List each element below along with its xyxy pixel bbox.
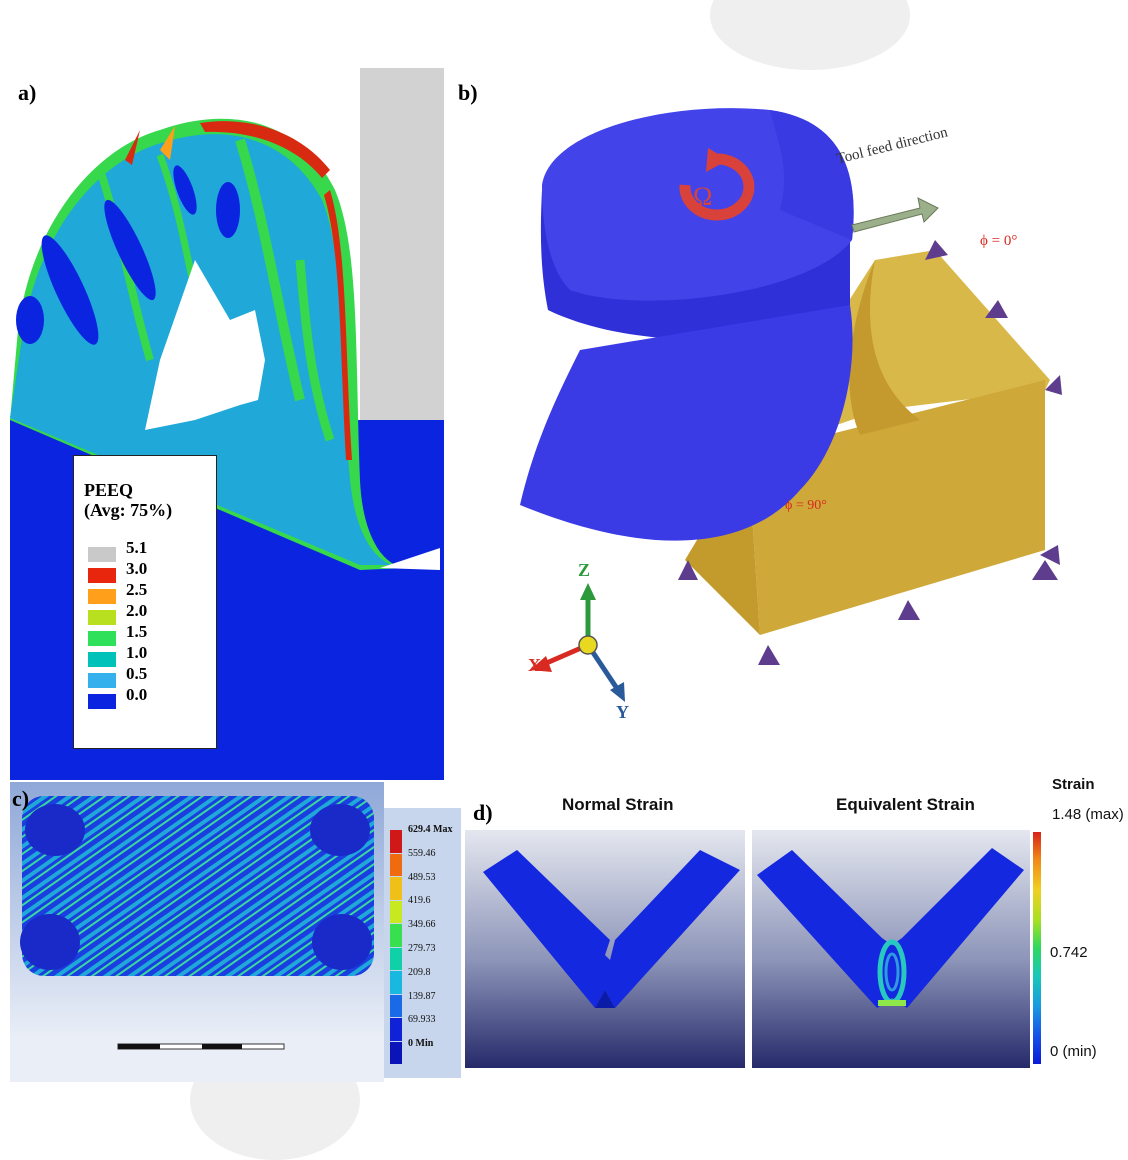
phi-zero-label: ϕ = 0°	[980, 233, 1018, 249]
stress-legend-value: 139.87	[408, 990, 436, 1002]
stress-legend-swatch	[390, 971, 402, 994]
peeq-legend-swatch	[88, 694, 116, 709]
stress-contour-plot	[20, 796, 374, 1050]
stress-legend-swatch	[390, 853, 402, 876]
stress-legend: 629.4 Max 559.46 489.53 419.6 349.66 279.73 20…	[384, 808, 461, 1078]
phi-ninety-label: ϕ = 90°	[785, 498, 827, 513]
stress-legend-value: 489.53	[408, 871, 436, 883]
peeq-legend-level: 5.1	[126, 538, 148, 557]
peeq-legend-level: 0.0	[126, 685, 148, 704]
axis-y-label: Y	[616, 702, 629, 722]
axis-x-label: X	[528, 655, 541, 675]
stress-legend-swatch	[390, 830, 402, 853]
panel-b: Tool feed direction Ω ϕ = 0° ϕ = 90° Z X…	[480, 90, 1120, 730]
stress-legend-swatch	[390, 1041, 402, 1064]
normal-strain-title: Normal Strain	[562, 795, 674, 814]
peeq-legend-title-line2: (Avg: 75%)	[84, 500, 173, 520]
peeq-legend-level: 2.0	[126, 601, 148, 620]
stress-legend-value: 559.46	[408, 847, 436, 859]
panel-a	[0, 60, 445, 780]
fsw-model-diagram	[520, 108, 1062, 702]
peeq-legend-swatch	[88, 673, 116, 688]
panel-b-label: b)	[458, 80, 478, 105]
strain-colorbar	[1033, 832, 1041, 1064]
peeq-legend: PEEQ (Avg: 75%) 5.1 3.0 2.5 2.0 1.5 1.0 0.5 0.0	[73, 455, 217, 749]
equivalent-strain-view	[752, 830, 1030, 1068]
normal-strain-bend-plot	[483, 850, 740, 1008]
panel-d-label: d)	[473, 800, 493, 825]
equivalent-strain-title: Equivalent Strain	[836, 795, 975, 814]
stress-legend-value: 279.73	[408, 943, 436, 954]
strain-legend-title: Strain	[1052, 776, 1095, 793]
panel-a-label: a)	[18, 80, 37, 105]
peeq-legend-level: 3.0	[126, 559, 148, 578]
peeq-legend-swatch	[88, 547, 116, 562]
equivalent-strain-bend-plot	[757, 848, 1024, 1008]
peeq-legend-level: 2.5	[126, 580, 148, 599]
stress-legend-swatch	[390, 877, 402, 900]
stress-legend-swatch	[390, 900, 402, 923]
strain-legend-max: 1.48 (max)	[1052, 806, 1124, 823]
workpiece-inner	[849, 260, 920, 435]
peeq-legend-title: PEEQ (Avg: 75%)	[84, 480, 172, 520]
omega-symbol: Ω	[693, 182, 713, 211]
normal-strain-view	[465, 830, 745, 1068]
stress-legend-value: 209.8	[408, 966, 431, 978]
peeq-legend-swatch	[88, 568, 116, 583]
axis-z-label: Z	[578, 560, 591, 580]
peeq-legend-swatch	[88, 652, 116, 667]
stress-legend-max: 629.4 Max	[408, 824, 453, 835]
tool-shoulder	[520, 305, 853, 541]
stress-legend-swatch	[390, 924, 402, 947]
panel-c	[10, 782, 384, 1082]
background-circle-top	[710, 0, 910, 70]
panel-c-label: c)	[12, 786, 30, 811]
peeq-legend-swatch	[88, 631, 116, 646]
peeq-legend-swatch	[88, 589, 116, 604]
stress-legend-min: 0 Min	[408, 1038, 434, 1050]
stress-legend-value: 349.66	[408, 919, 436, 931]
stress-legend-value: 69.933	[408, 1014, 436, 1026]
peeq-legend-swatch	[88, 610, 116, 625]
peeq-legend-level: 0.5	[126, 664, 148, 683]
feed-arrow	[851, 197, 939, 233]
peeq-legend-level: 1.5	[126, 622, 148, 641]
strain-legend-mid: 0.742	[1050, 944, 1088, 961]
stress-legend-value: 419.6	[408, 895, 431, 907]
stress-legend-swatch	[390, 1018, 402, 1041]
rotation-arrow	[679, 153, 755, 221]
strain-legend-min: 0 (min)	[1050, 1043, 1097, 1060]
peeq-contour-plot	[10, 68, 444, 780]
peeq-legend-title-line1: PEEQ	[84, 480, 134, 500]
stress-legend-swatch	[390, 947, 402, 970]
stress-legend-swatch	[390, 994, 402, 1017]
peeq-legend-level: 1.0	[126, 643, 148, 662]
